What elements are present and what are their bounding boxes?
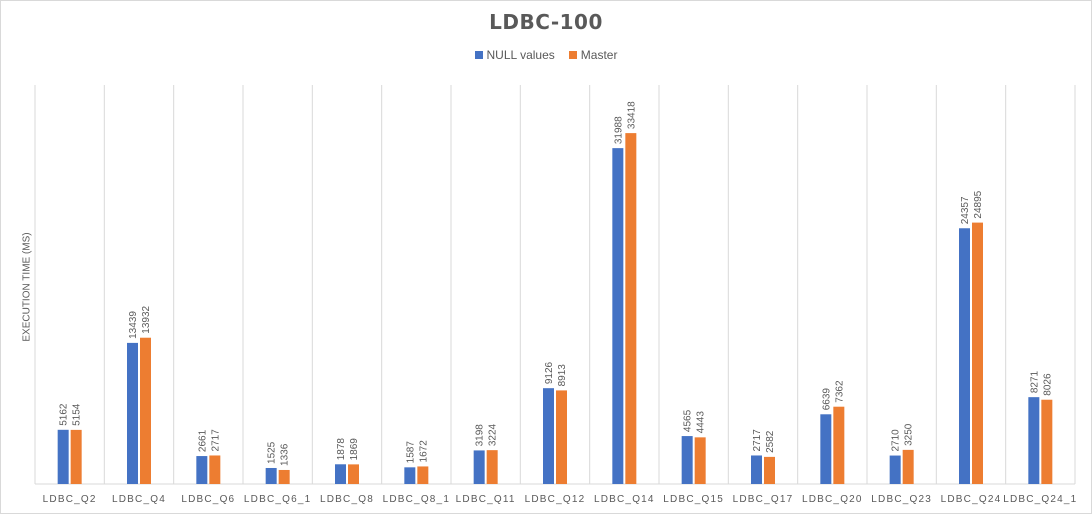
data-label: 1587 [405, 441, 416, 464]
x-tick-label: LDBC_Q8 [320, 494, 374, 505]
x-tick-label: LDBC_Q14 [594, 494, 655, 505]
bar-ldbc-q6-1-series-1 [265, 467, 277, 484]
data-label: 7362 [834, 380, 845, 403]
data-label: 3224 [488, 423, 499, 446]
data-label: 3250 [904, 423, 915, 446]
data-label: 5162 [59, 403, 70, 426]
x-tick-label: LDBC_Q8_1 [383, 494, 451, 505]
data-label: 8271 [1029, 370, 1040, 393]
x-tick-label: LDBC_Q24_1 [1003, 494, 1077, 505]
bar-ldbc-q4-series-1 [127, 342, 138, 484]
data-label: 13439 [128, 311, 139, 339]
bar-ldbc-q8-1-series-2 [417, 466, 429, 484]
bar-ldbc-q6-1-series-2 [278, 469, 290, 484]
bar-ldbc-q23-series-1 [889, 455, 901, 484]
x-tick-label: LDBC_Q4 [112, 494, 166, 505]
data-label: 9126 [544, 361, 555, 384]
data-label: 4443 [696, 411, 707, 434]
x-tick-label: LDBC_Q23 [871, 494, 932, 505]
bar-ldbc-q24-series-1 [959, 228, 970, 484]
bar-ldbc-q14-series-2 [625, 133, 637, 484]
data-label: 8026 [1042, 373, 1053, 396]
x-tick-label: LDBC_Q20 [802, 494, 863, 505]
bar-ldbc-q23-series-2 [902, 449, 914, 484]
data-label: 2661 [197, 429, 208, 452]
bar-ldbc-q11-series-2 [486, 450, 498, 484]
x-tick-label: LDBC_Q6 [181, 494, 235, 505]
bar-ldbc-q20-series-2 [833, 406, 845, 484]
bar-ldbc-q8-1-series-1 [404, 467, 416, 484]
data-label: 2717 [210, 429, 221, 452]
data-label: 31988 [613, 116, 624, 144]
data-label: 5154 [72, 403, 83, 426]
x-tick-label: LDBC_Q24 [941, 494, 1002, 505]
data-label: 2582 [765, 430, 776, 453]
x-tick-label: LDBC_Q2 [43, 494, 97, 505]
bar-ldbc-q2-series-2 [70, 429, 82, 484]
bar-ldbc-q17-series-1 [751, 455, 762, 484]
data-label: 6639 [821, 388, 832, 411]
data-label: 8913 [557, 364, 568, 387]
data-label: 1878 [336, 438, 347, 461]
data-label: 1672 [418, 440, 429, 463]
legend-swatch-series-2 [568, 51, 577, 59]
bar-ldbc-q14-series-1 [612, 148, 624, 484]
x-tick-label: LDBC_Q11 [456, 494, 516, 505]
legend-swatch-series-1 [474, 51, 483, 59]
bar-ldbc-q6-series-2 [209, 455, 221, 484]
bar-ldbc-q15-series-1 [681, 436, 693, 484]
bar-ldbc-q24-1-series-2 [1041, 399, 1053, 484]
data-label: 4565 [683, 409, 694, 432]
data-label: 33418 [626, 101, 637, 129]
legend: NULL values Master [0, 48, 1092, 62]
x-tick-label: LDBC_Q15 [663, 494, 724, 505]
data-label: 13932 [141, 305, 152, 333]
legend-item-series-2: Master [568, 48, 618, 62]
bar-ldbc-q24-series-2 [972, 222, 983, 485]
bar-ldbc-q15-series-2 [694, 437, 706, 484]
bar-ldbc-q8-series-2 [348, 464, 359, 484]
data-label: 1525 [267, 441, 278, 464]
bar-ldbc-q8-series-1 [335, 464, 346, 484]
bar-ldbc-q24-1-series-1 [1028, 397, 1040, 484]
data-label: 24895 [973, 190, 984, 218]
data-label: 2717 [752, 429, 763, 452]
bar-ldbc-q12-series-2 [556, 390, 567, 484]
bar-ldbc-q6-series-1 [196, 456, 208, 484]
legend-label-series-2: Master [580, 48, 618, 62]
bar-ldbc-q4-series-2 [140, 337, 151, 484]
bar-ldbc-q12-series-1 [543, 388, 554, 484]
bar-ldbc-q20-series-1 [820, 414, 832, 484]
bar-ldbc-q11-series-1 [473, 450, 485, 484]
data-label: 24357 [960, 196, 971, 224]
bar-ldbc-q2-series-1 [57, 429, 69, 484]
x-tick-label: LDBC_Q12 [525, 494, 586, 505]
legend-label-series-1: NULL values [486, 48, 555, 62]
data-label: 1336 [280, 443, 291, 466]
bar-ldbc-q17-series-2 [764, 456, 775, 484]
chart-title: LDBC-100 [489, 10, 603, 34]
x-tick-label: LDBC_Q17 [733, 494, 794, 505]
x-tick-label: LDBC_Q6_1 [244, 494, 312, 505]
data-label: 2710 [891, 429, 902, 452]
data-label: 3198 [475, 424, 486, 447]
data-label: 1869 [349, 438, 360, 461]
legend-item-series-1: NULL values [474, 48, 555, 62]
